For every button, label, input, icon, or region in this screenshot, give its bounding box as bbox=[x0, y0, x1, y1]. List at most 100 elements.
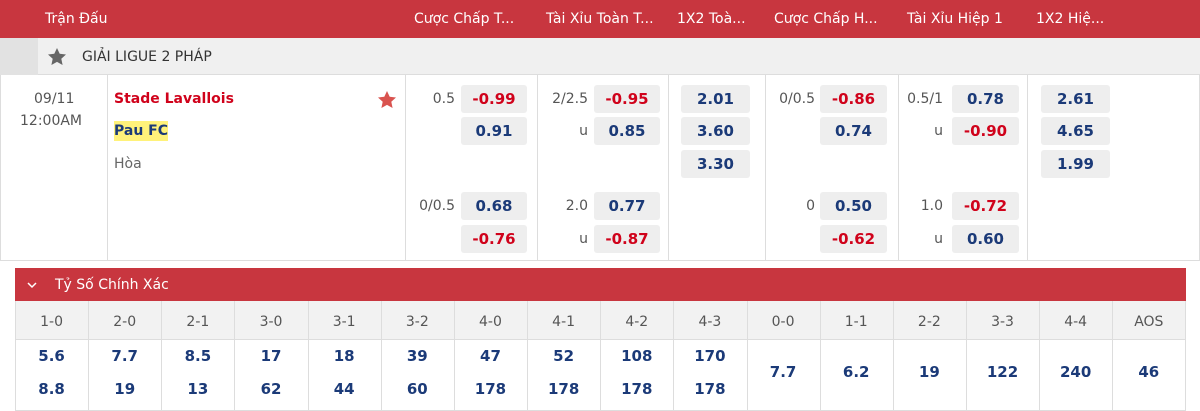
odds-cell[interactable]: 3.30 bbox=[681, 150, 750, 178]
odds-cell[interactable]: 0.60 bbox=[952, 225, 1019, 253]
column-divider bbox=[107, 75, 108, 261]
league-star[interactable] bbox=[47, 47, 67, 67]
column-divider bbox=[668, 75, 669, 261]
odds-cell[interactable]: 4.65 bbox=[1041, 117, 1110, 145]
score-odds[interactable]: 170 bbox=[694, 347, 726, 365]
odds-cell[interactable]: 0.68 bbox=[461, 192, 527, 220]
score-label: AOS bbox=[1134, 314, 1164, 330]
score-odds[interactable]: 17 bbox=[260, 347, 282, 365]
odds-cell[interactable]: 0.85 bbox=[594, 117, 660, 145]
score-odds[interactable]: 178 bbox=[621, 380, 653, 398]
odds-cell[interactable]: -0.62 bbox=[820, 225, 887, 253]
score-label: 1-0 bbox=[40, 314, 63, 330]
odds-line: 0.5/1 bbox=[907, 91, 943, 107]
odds-cell[interactable]: 1.99 bbox=[1041, 150, 1110, 178]
score-label: 4-0 bbox=[479, 314, 502, 330]
league-bar bbox=[0, 38, 1200, 75]
score-odds[interactable]: 178 bbox=[474, 380, 507, 398]
score-label: 4-2 bbox=[625, 314, 649, 330]
score-divider bbox=[600, 301, 602, 411]
odds-cell[interactable]: 2.01 bbox=[681, 85, 750, 113]
score-divider bbox=[453, 301, 455, 411]
score-label: 1-1 bbox=[844, 314, 868, 330]
odds-cell[interactable]: -0.86 bbox=[820, 85, 887, 113]
score-label: 2-2 bbox=[917, 314, 941, 330]
score-odds[interactable]: 178 bbox=[694, 380, 726, 398]
favorite-star[interactable] bbox=[377, 90, 397, 110]
draw-label: Hòa bbox=[114, 156, 142, 172]
score-divider bbox=[892, 301, 894, 411]
odds-line: 0/0.5 bbox=[779, 91, 815, 107]
score-divider bbox=[965, 301, 967, 411]
odds-cell[interactable]: -0.76 bbox=[461, 225, 527, 253]
score-odds[interactable]: 47 bbox=[480, 347, 501, 365]
score-odds[interactable]: 62 bbox=[260, 380, 282, 398]
score-divider bbox=[161, 301, 163, 411]
column-divider bbox=[1027, 75, 1028, 261]
odds-cell[interactable]: -0.90 bbox=[952, 117, 1019, 145]
score-odds[interactable]: 44 bbox=[333, 380, 355, 398]
score-label: 3-0 bbox=[259, 314, 283, 330]
score-title: Tỷ Số Chính Xác bbox=[55, 277, 169, 293]
odds-cell[interactable]: 2.61 bbox=[1041, 85, 1110, 113]
score-toggle[interactable] bbox=[25, 278, 39, 292]
odds-cell[interactable]: -0.72 bbox=[952, 192, 1019, 220]
away-team: Pau FC bbox=[114, 121, 169, 141]
header-bar bbox=[0, 0, 1200, 38]
column-divider bbox=[537, 75, 538, 261]
score-title-bar bbox=[15, 268, 1186, 301]
score-odds[interactable]: 6.2 bbox=[842, 363, 870, 381]
column-header: Cược Chấp T... bbox=[414, 11, 515, 27]
column-header: Cược Chấp H... bbox=[774, 11, 878, 27]
odds-line: 2/2.5 bbox=[552, 91, 588, 107]
score-odds[interactable]: 18 bbox=[333, 347, 355, 365]
score-odds[interactable]: 7.7 bbox=[769, 363, 797, 381]
score-label: 3-1 bbox=[332, 314, 356, 330]
odds-cell[interactable]: 0.78 bbox=[952, 85, 1019, 113]
odds-line: 0.5 bbox=[432, 91, 455, 107]
column-divider bbox=[405, 75, 406, 261]
score-odds[interactable]: 52 bbox=[553, 347, 575, 365]
score-label: 3-3 bbox=[991, 314, 1014, 330]
odds-cell[interactable]: 0.74 bbox=[820, 117, 887, 145]
score-odds[interactable]: 8.8 bbox=[38, 380, 65, 398]
score-divider bbox=[234, 301, 236, 411]
score-odds[interactable]: 8.5 bbox=[184, 347, 212, 365]
odds-cell[interactable]: -0.95 bbox=[594, 85, 660, 113]
league-name: GIẢI LIGUE 2 PHÁP bbox=[82, 49, 212, 65]
odds-cell[interactable]: -0.99 bbox=[461, 85, 527, 113]
column-header: Tài Xỉu Hiệp 1 bbox=[907, 11, 1003, 27]
odds-line: 0/0.5 bbox=[419, 198, 455, 214]
odds-cell[interactable]: -0.87 bbox=[594, 225, 660, 253]
column-header: 1X2 Toà... bbox=[677, 11, 746, 27]
score-odds[interactable]: 178 bbox=[547, 380, 580, 398]
odds-cell[interactable]: 0.77 bbox=[594, 192, 660, 220]
odds-cell[interactable]: 0.91 bbox=[461, 117, 527, 145]
under-label: u bbox=[579, 231, 588, 247]
collapse-toggle[interactable] bbox=[0, 38, 38, 75]
score-odds[interactable]: 122 bbox=[986, 363, 1019, 381]
score-odds[interactable]: 39 bbox=[406, 347, 428, 365]
under-label: u bbox=[579, 123, 588, 139]
odds-cell[interactable]: 0.50 bbox=[820, 192, 887, 220]
score-odds[interactable]: 19 bbox=[918, 363, 940, 381]
score-odds[interactable]: 5.6 bbox=[38, 347, 65, 365]
score-odds[interactable]: 13 bbox=[187, 380, 209, 398]
score-odds[interactable]: 7.7 bbox=[111, 347, 138, 365]
odds-cell[interactable]: 3.60 bbox=[681, 117, 750, 145]
score-odds[interactable]: 60 bbox=[406, 380, 428, 398]
score-odds[interactable]: 240 bbox=[1060, 363, 1092, 381]
column-divider bbox=[898, 75, 899, 261]
score-divider bbox=[1112, 301, 1114, 411]
score-odds[interactable]: 108 bbox=[621, 347, 653, 365]
score-odds[interactable]: 46 bbox=[1138, 363, 1160, 381]
score-label: 2-0 bbox=[113, 314, 137, 330]
score-odds[interactable]: 19 bbox=[114, 380, 136, 398]
score-divider bbox=[527, 301, 529, 411]
column-header: 1X2 Hiệ... bbox=[1036, 11, 1105, 27]
header-title: Trận Đấu bbox=[45, 11, 108, 27]
score-divider bbox=[88, 301, 90, 411]
under-label: u bbox=[934, 231, 943, 247]
score-divider bbox=[1039, 301, 1041, 411]
